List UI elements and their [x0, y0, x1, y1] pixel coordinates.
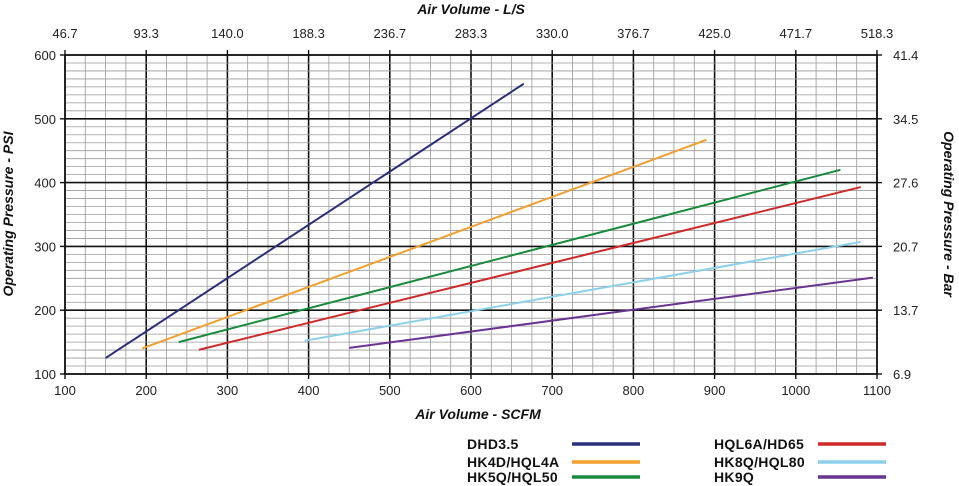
x-top-tick-label: 471.7: [780, 26, 813, 41]
y-tick-label: 300: [34, 239, 56, 254]
y-right-tick-label: 41.4: [893, 48, 918, 63]
y-tick-label: 400: [34, 176, 56, 191]
series-lines: [105, 82, 874, 359]
y-axis-right-title: Operating Pressure - Bar: [941, 131, 957, 298]
y-right-tick-label: 27.6: [893, 176, 918, 191]
series-line-dhd3-5: [105, 82, 525, 359]
x-top-tick-label: 188.3: [292, 26, 325, 41]
x-tick-label: 500: [379, 383, 401, 398]
y-tick-label: 500: [34, 112, 56, 127]
legend-label-hk8q-hql80: HK8Q/HQL80: [714, 454, 805, 470]
x-tick-label: 700: [541, 383, 563, 398]
x-tick-label: 1000: [781, 383, 810, 398]
legend-label-hql6a-hd65: HQL6A/HD65: [714, 436, 804, 452]
y-tick-label: 200: [34, 303, 56, 318]
x-top-tick-label: 518.3: [861, 26, 894, 41]
x-top-tick-label: 283.3: [455, 26, 488, 41]
x-tick-label: 900: [704, 383, 726, 398]
y-tick-label: 100: [34, 367, 56, 382]
chart-grid: [64, 54, 878, 375]
x-tick-label: 600: [460, 383, 482, 398]
x-tick-label: 1100: [863, 383, 891, 398]
y-right-tick-label: 20.7: [893, 239, 918, 254]
x-tick-label: 300: [217, 383, 239, 398]
series-line-hk5q-hql50: [178, 168, 841, 344]
series-line-hk4d-hql4a: [141, 138, 707, 350]
x-tick-label: 200: [135, 383, 157, 398]
x-tick-label: 100: [54, 383, 76, 398]
x-top-tick-label: 46.7: [52, 26, 77, 41]
x-top-tick-label: 425.0: [698, 26, 731, 41]
x-top-tick-label: 330.0: [536, 26, 569, 41]
legend-label-hk4d-hql4a: HK4D/HQL4A: [467, 454, 559, 470]
y-axis-left-title: Operating Pressure - PSI: [0, 130, 16, 296]
x-axis-bottom-title: Air Volume - SCFM: [414, 406, 541, 422]
legend-label-hk9q: HK9Q: [714, 469, 754, 485]
x-top-tick-label: 376.7: [617, 26, 650, 41]
y-right-tick-label: 34.5: [893, 112, 918, 127]
x-top-tick-label: 93.3: [134, 26, 159, 41]
x-axis-top-title: Air Volume - L/S: [416, 1, 525, 17]
series-line-hk8q-hql80: [304, 240, 861, 342]
x-tick-label: 800: [623, 383, 645, 398]
legend-label-dhd3-5: DHD3.5: [467, 436, 519, 452]
y-right-tick-label: 6.9: [893, 367, 911, 382]
y-right-tick-label: 13.7: [893, 303, 918, 318]
x-top-tick-label: 140.0: [211, 26, 244, 41]
series-line-hk9q: [349, 276, 874, 349]
x-axis-bottom-ticks: 100 200 300 400 500 600 700 800 900 1000 1100: [54, 374, 891, 398]
x-tick-label: 400: [298, 383, 320, 398]
x-top-tick-label: 236.7: [374, 26, 407, 41]
y-axis-left-ticks: 100 200 300 400 500 600: [34, 48, 65, 382]
x-axis-top-ticks: 46.7 93.3 140.0 188.3 236.7 283.3 330.0 376.7 42…: [52, 26, 893, 55]
y-axis-right-ticks: 6.9 13.7 20.7 27.6 34.5 41.4: [877, 48, 918, 382]
y-tick-label: 600: [34, 48, 56, 63]
legend-label-hk5q-hql50: HK5Q/HQL50: [467, 469, 558, 485]
series-line-hql6a-hd65: [198, 186, 861, 351]
